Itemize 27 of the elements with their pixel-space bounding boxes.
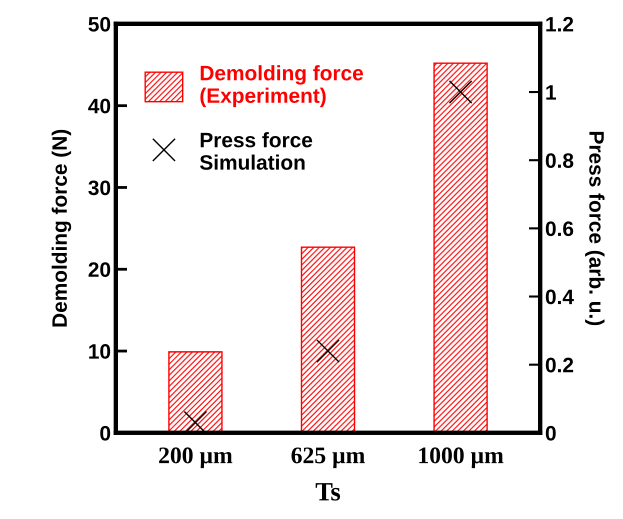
legend-label: Demolding force (Experiment) (200, 65, 364, 108)
point (184, 410, 208, 433)
bar (168, 351, 223, 433)
bar (433, 62, 488, 433)
y2-tick-label: 1.2 (546, 16, 574, 32)
y-tick-label: 40 (88, 98, 110, 114)
y2-tick-label: 0.2 (546, 358, 574, 372)
point (448, 80, 472, 104)
y2-tick-label: 0.8 (546, 153, 574, 168)
y2-tick-label: 0.6 (546, 221, 574, 236)
x-axis-title: Ts (316, 483, 340, 501)
y2-tick-label: 0.4 (546, 290, 574, 304)
y2-tick-label: 1 (546, 85, 556, 100)
y-tick-label: 0 (100, 426, 110, 441)
y-axis-title: Demolding force (N) (52, 130, 72, 326)
y-tick-label: 20 (88, 262, 110, 278)
point (316, 339, 340, 363)
bar (300, 246, 356, 433)
x-tick-label: 200 µm (159, 447, 232, 468)
x-tick-label: 625 µm (292, 447, 365, 468)
y-tick-label: 30 (88, 180, 110, 196)
x-tick-label: 1000 µm (419, 447, 504, 468)
y-tick-label: 10 (89, 344, 110, 359)
y-tick-label: 50 (88, 16, 110, 32)
legend-label: Press force Simulation (200, 132, 312, 170)
y2-tick-label: 0 (546, 426, 556, 441)
y2-axis-title: Press force (arb. u.) (585, 132, 605, 326)
